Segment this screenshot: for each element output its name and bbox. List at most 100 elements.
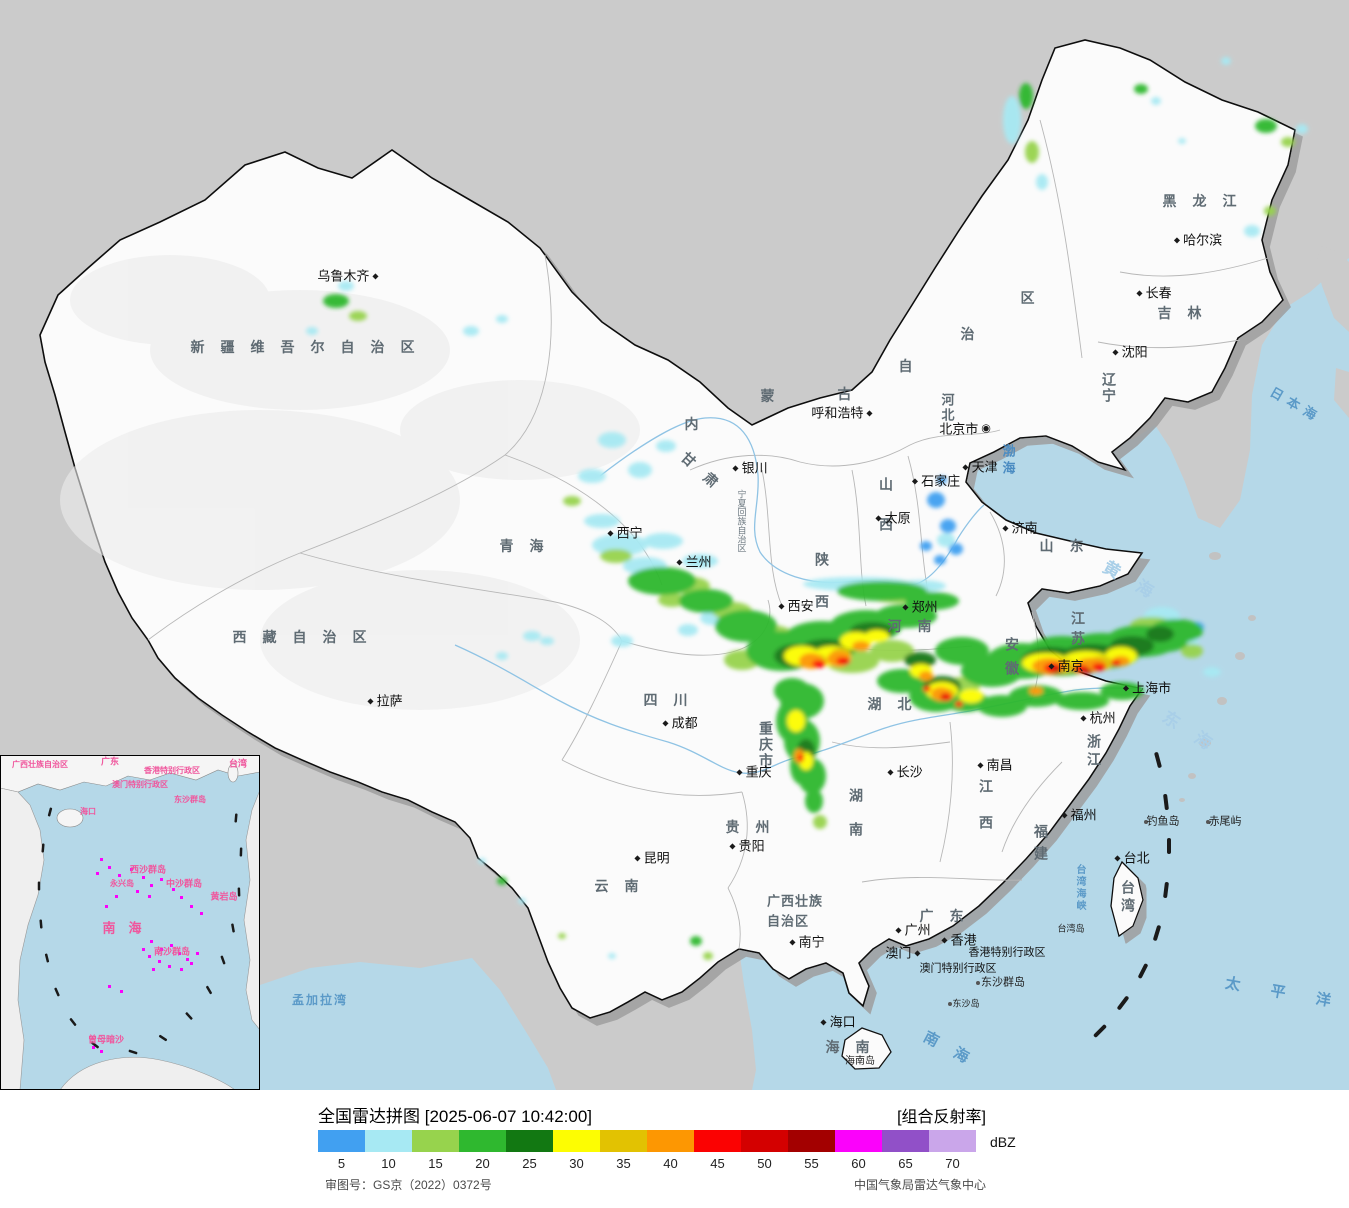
radar-echo xyxy=(1221,57,1231,65)
dbz-color-swatch xyxy=(506,1130,553,1152)
islet xyxy=(1188,773,1196,779)
taiwan-island xyxy=(1110,860,1144,938)
inset-radar-echo xyxy=(158,960,161,963)
dbz-color-swatch xyxy=(882,1130,929,1152)
radar-echo xyxy=(949,543,963,555)
inset-radar-echo xyxy=(186,958,189,961)
radar-echo xyxy=(940,519,956,533)
boundary-dash xyxy=(1163,794,1169,810)
radar-echo xyxy=(715,610,777,642)
inset-boundary-dash xyxy=(231,923,235,933)
radar-echo xyxy=(941,694,947,698)
radar-echo xyxy=(600,549,632,563)
inset-radar-echo xyxy=(200,912,203,915)
dbz-color-swatch xyxy=(929,1130,976,1152)
radar-echo xyxy=(1296,124,1308,134)
radar-echo xyxy=(875,604,937,628)
island-dot xyxy=(1144,820,1148,824)
inset-boundary-dash xyxy=(37,881,41,891)
radar-echo xyxy=(678,624,698,636)
radar-echo xyxy=(323,294,349,308)
dbz-scale-value: 35 xyxy=(616,1156,631,1171)
inset-border xyxy=(0,755,260,1090)
radar-echo xyxy=(656,440,676,452)
inset-radar-echo xyxy=(180,896,183,899)
dbz-color-swatch xyxy=(741,1130,788,1152)
terrain-shading xyxy=(60,255,640,710)
inset-radar-echo xyxy=(108,866,111,869)
inset-taiwan xyxy=(227,763,239,783)
inset-boundary-dash xyxy=(69,1018,77,1026)
radar-echo xyxy=(584,514,620,528)
dbz-scale-value: 15 xyxy=(428,1156,443,1171)
dbz-colorbar-cell: 50 xyxy=(741,1130,788,1171)
boundary-dash xyxy=(1153,925,1161,941)
radar-echo xyxy=(852,641,870,651)
radar-echo xyxy=(563,496,581,506)
radar-echo xyxy=(1181,644,1203,658)
inset-boundary-dash xyxy=(234,813,238,823)
inset-vietnam-coast xyxy=(0,787,45,1090)
dbz-colorbar-cell: 10 xyxy=(365,1130,412,1171)
dbz-colorbar: 5 10 15 20 25 30 35 40 45 50 55 60 65 70 xyxy=(318,1130,976,1171)
inset-boundary-dash xyxy=(185,1012,193,1020)
dbz-colorbar-cell: 15 xyxy=(412,1130,459,1171)
dbz-color-swatch xyxy=(365,1130,412,1152)
radar-echo xyxy=(1092,663,1106,671)
radar-echo xyxy=(690,936,702,946)
radar-echo xyxy=(787,710,805,732)
radar-echo xyxy=(598,432,626,448)
boundary-dash xyxy=(1093,1024,1107,1038)
radar-echo xyxy=(870,640,914,662)
bay-of-bengal-sea xyxy=(260,958,556,1090)
radar-echo xyxy=(703,952,713,960)
inset-radar-echo xyxy=(180,968,183,971)
radar-echo xyxy=(478,858,486,864)
radar-echo xyxy=(1203,667,1221,677)
inset-radar-echo xyxy=(142,948,145,951)
radar-echo xyxy=(843,661,849,665)
radar-echo xyxy=(540,637,554,645)
island-dot xyxy=(976,981,980,985)
dbz-scale-value: 55 xyxy=(804,1156,819,1171)
inset-boundary-dash xyxy=(158,1034,168,1042)
radar-echo xyxy=(558,933,566,939)
inset-radar-echo xyxy=(92,1046,95,1049)
radar-echo xyxy=(905,592,959,610)
dbz-colorbar-cell: 5 xyxy=(318,1130,365,1171)
radar-echo xyxy=(927,492,945,508)
radar-echo xyxy=(1057,668,1061,672)
radar-echo xyxy=(306,327,318,335)
radar-echo xyxy=(608,953,616,959)
radar-echo xyxy=(1055,692,1109,710)
radar-echo xyxy=(1019,83,1033,109)
islet xyxy=(1199,739,1211,747)
radar-echo xyxy=(837,581,927,601)
radar-echo xyxy=(496,652,508,660)
radar-echo xyxy=(518,898,526,904)
inset-sea xyxy=(0,755,260,1090)
inset-boundary-dash xyxy=(91,1041,99,1049)
dbz-scale-value: 20 xyxy=(475,1156,490,1171)
radar-echo xyxy=(798,754,804,762)
radar-echo xyxy=(1088,670,1092,674)
radar-echo xyxy=(904,652,936,668)
inset-philippines xyxy=(243,789,260,1031)
inset-radar-echo xyxy=(152,968,155,971)
dbz-color-swatch xyxy=(835,1130,882,1152)
inset-radar-echo xyxy=(196,952,199,955)
radar-echo xyxy=(805,789,823,813)
province-borders xyxy=(147,119,1269,950)
dbz-color-swatch xyxy=(647,1130,694,1152)
radar-echo xyxy=(578,469,606,483)
inset-boundary-dash xyxy=(39,919,43,929)
legend-title: 全国雷达拼图 [2025-06-07 10:42:00] xyxy=(318,1107,593,1126)
inset-boundary-dash xyxy=(47,807,53,817)
inset-radar-echoes xyxy=(92,858,203,1053)
radar-echo xyxy=(923,686,931,692)
inset-radar-echo xyxy=(136,890,139,893)
dbz-colorbar-cell: 20 xyxy=(459,1130,506,1171)
islet xyxy=(1235,652,1245,660)
map-approval-number: 审图号：GS京（2022）0372号 xyxy=(325,1178,492,1192)
radar-echo xyxy=(865,630,889,642)
